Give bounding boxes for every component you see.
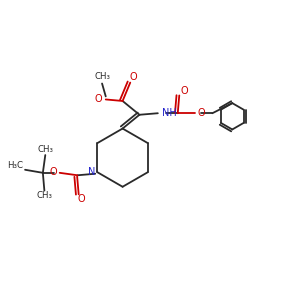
Text: O: O bbox=[94, 94, 102, 104]
Text: O: O bbox=[78, 194, 85, 204]
Text: H₃C: H₃C bbox=[7, 161, 23, 170]
Text: CH₃: CH₃ bbox=[36, 191, 52, 200]
Text: O: O bbox=[181, 86, 189, 96]
Text: O: O bbox=[198, 108, 205, 118]
Text: CH₃: CH₃ bbox=[38, 145, 54, 154]
Text: O: O bbox=[49, 167, 57, 177]
Text: N: N bbox=[88, 167, 96, 177]
Text: NH: NH bbox=[162, 108, 177, 118]
Text: O: O bbox=[130, 72, 137, 82]
Text: CH₃: CH₃ bbox=[95, 72, 111, 81]
